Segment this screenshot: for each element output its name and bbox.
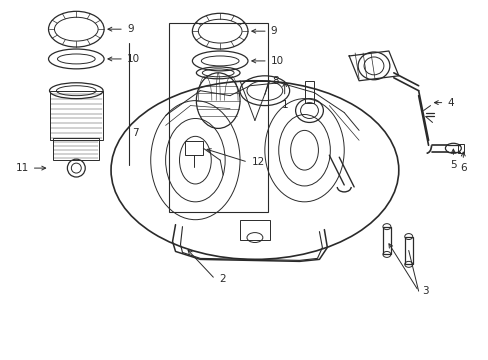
Bar bbox=[53, 138, 99, 160]
Bar bbox=[240, 220, 269, 239]
Bar bbox=[304, 81, 314, 103]
Bar bbox=[382, 227, 390, 255]
Text: 12: 12 bbox=[251, 157, 264, 167]
Text: 3: 3 bbox=[422, 286, 428, 296]
Text: 9: 9 bbox=[270, 26, 277, 36]
Text: 6: 6 bbox=[459, 163, 466, 173]
Text: 5: 5 bbox=[449, 160, 456, 170]
Bar bbox=[404, 237, 412, 264]
Text: 1: 1 bbox=[281, 100, 287, 110]
Text: 7: 7 bbox=[132, 129, 138, 138]
Text: 2: 2 bbox=[219, 274, 225, 284]
Text: 10: 10 bbox=[127, 54, 140, 64]
Bar bbox=[185, 141, 203, 155]
Text: 10: 10 bbox=[270, 56, 284, 66]
Text: 8: 8 bbox=[271, 76, 278, 86]
Text: 4: 4 bbox=[447, 98, 453, 108]
Bar bbox=[457, 144, 463, 153]
Text: 9: 9 bbox=[127, 24, 133, 34]
Bar bbox=[168, 23, 267, 212]
Text: 11: 11 bbox=[16, 163, 29, 173]
Bar bbox=[49, 91, 103, 140]
